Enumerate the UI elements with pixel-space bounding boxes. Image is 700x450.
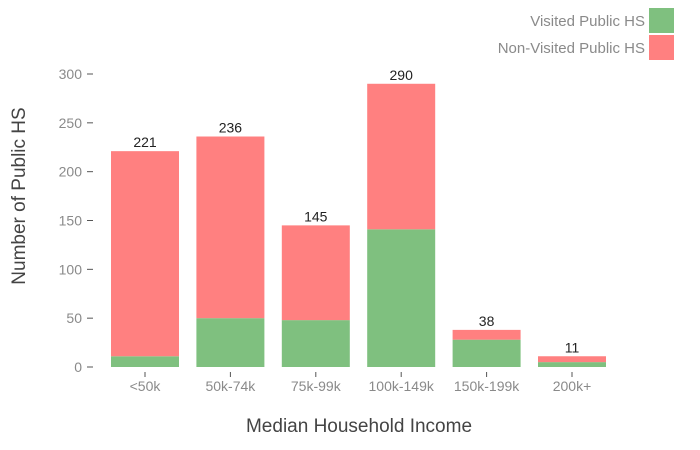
legend-swatch-non-visited: [649, 35, 674, 60]
legend: Visited Public HS Non-Visited Public HS: [498, 8, 674, 60]
bar-segment-visited: [367, 229, 436, 367]
x-tick-label: 75k-99k: [291, 378, 342, 394]
bar-total-label: 290: [390, 67, 414, 83]
bar-segment-visited: [538, 362, 606, 367]
x-tick-label: 200k+: [553, 378, 592, 394]
x-axis-title: Median Household Income: [246, 416, 472, 437]
bar-segment-visited: [452, 339, 521, 367]
y-axis-title: Number of Public HS: [9, 107, 30, 284]
bar-segment-non-visited: [367, 83, 436, 230]
bar-segment-non-visited: [538, 356, 606, 363]
y-tick-label: 0: [74, 359, 82, 375]
bar-segment-visited: [196, 318, 265, 367]
bar-segment-non-visited: [111, 151, 179, 357]
y-tick-label: 250: [59, 115, 83, 131]
bar-total-label: 11: [565, 339, 580, 355]
x-tick-label: 150k-199k: [454, 378, 520, 394]
x-axis: <50k 50k-74k 75k-99k 100k-149k 150k-199k 200k…: [130, 372, 592, 394]
legend-swatch-visited: [649, 8, 674, 33]
bar-segment-visited: [111, 356, 179, 367]
y-axis: 0 50 100 150 200 250 300: [59, 66, 93, 375]
y-tick-label: 150: [59, 213, 83, 229]
x-tick-label: 100k-149k: [369, 378, 435, 394]
bar-total-label: 221: [133, 134, 157, 150]
y-tick-label: 100: [59, 261, 83, 277]
legend-label-visited: Visited Public HS: [530, 13, 645, 30]
bar-total-label: 145: [304, 208, 328, 224]
bar-segment-non-visited: [196, 136, 265, 319]
bar-segment-non-visited: [452, 329, 521, 340]
bar-total-label: 38: [479, 313, 495, 329]
x-tick-label: <50k: [130, 378, 162, 394]
bar-segment-visited: [281, 320, 350, 367]
y-tick-label: 50: [66, 310, 82, 326]
x-tick-label: 50k-74k: [205, 378, 256, 394]
y-tick-label: 200: [59, 164, 83, 180]
bars: 221 236 145 290 38 11: [111, 67, 606, 367]
y-tick-label: 300: [59, 66, 83, 82]
bar-segment-non-visited: [281, 225, 350, 321]
bar-total-label: 236: [219, 120, 243, 136]
legend-label-non-visited: Non-Visited Public HS: [498, 40, 645, 57]
